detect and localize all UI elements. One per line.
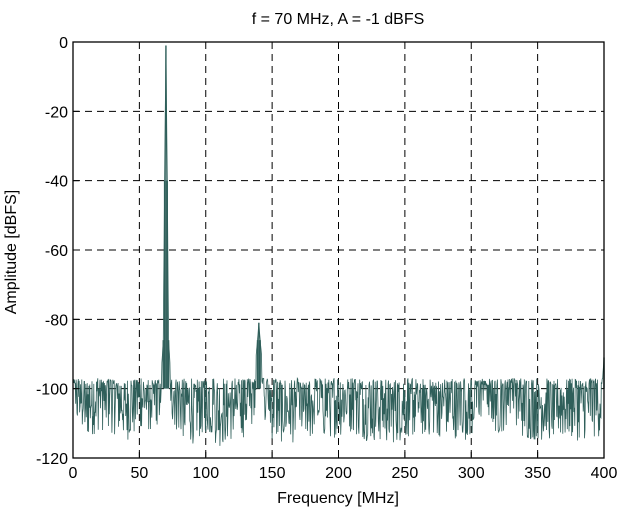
y-axis-ticks: 0 -20 -40 -60 -80 -100 -120 [36,35,79,468]
x-tick-label: 350 [524,465,551,482]
y-axis-label: Amplitude [dBFS] [3,190,20,315]
y-tick-label: -80 [45,312,68,329]
x-tick-label: 300 [458,465,485,482]
x-axis-label: Frequency [MHz] [277,490,399,507]
x-tick-label: 250 [392,465,419,482]
x-axis-ticks: 0 50 100 150 200 250 300 350 400 [69,452,618,482]
y-tick-label: 0 [59,35,68,52]
x-tick-label: 0 [69,465,78,482]
x-tick-label: 400 [591,465,618,482]
spectrum-trace [72,45,605,446]
y-tick-label: -40 [45,174,68,191]
y-tick-label: -60 [45,243,68,260]
chart-title: f = 70 MHz, A = -1 dBFS [252,11,425,28]
spectrum-trace-group [72,45,605,446]
x-tick-label: 150 [259,465,286,482]
y-tick-label: -20 [45,104,68,121]
x-tick-label: 100 [192,465,219,482]
x-tick-label: 200 [325,465,352,482]
x-tick-label: 50 [130,465,148,482]
y-tick-label: -100 [36,382,68,399]
y-tick-label: -120 [36,451,68,468]
